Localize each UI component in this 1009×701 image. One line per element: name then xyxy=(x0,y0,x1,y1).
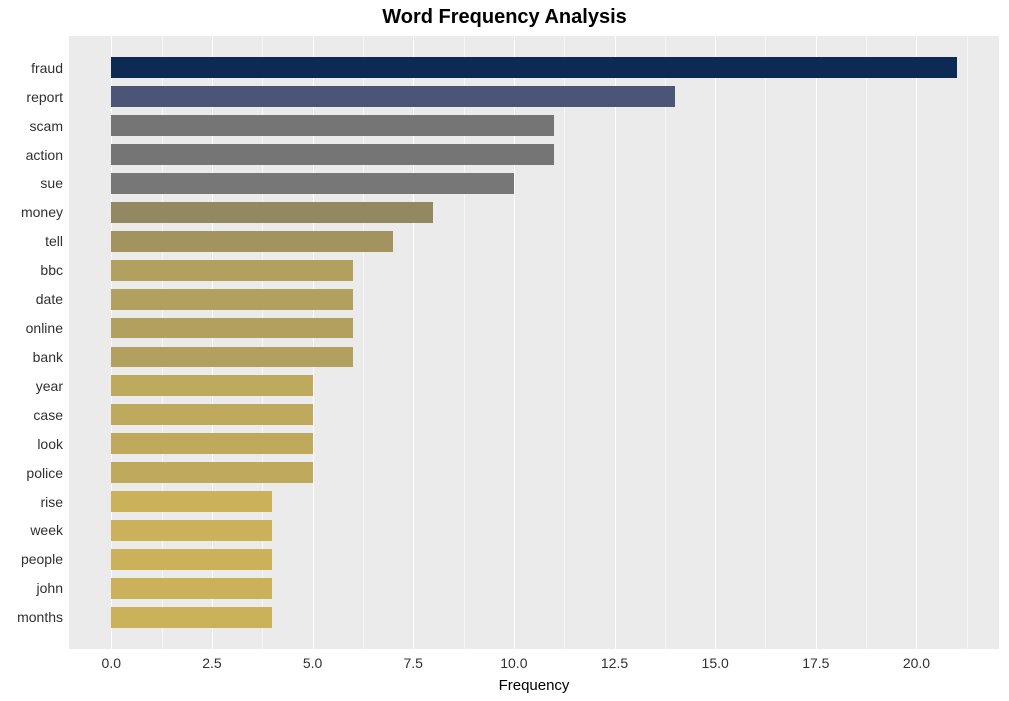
y-tick-label: report xyxy=(26,89,69,105)
y-tick-label: people xyxy=(21,551,69,567)
bar xyxy=(111,260,353,281)
grid-line xyxy=(615,36,616,649)
bar xyxy=(111,462,312,483)
bar xyxy=(111,433,312,454)
x-tick-label: 7.5 xyxy=(403,649,422,671)
chart-title: Word Frequency Analysis xyxy=(0,6,1009,29)
bar xyxy=(111,86,675,107)
y-tick-label: tell xyxy=(45,233,69,249)
x-tick-label: 17.5 xyxy=(802,649,829,671)
grid-line-minor xyxy=(564,36,565,649)
x-tick-label: 12.5 xyxy=(601,649,628,671)
x-tick-label: 5.0 xyxy=(303,649,322,671)
grid-line-minor xyxy=(866,36,867,649)
y-tick-label: john xyxy=(37,580,69,596)
x-tick-label: 15.0 xyxy=(702,649,729,671)
bar xyxy=(111,144,554,165)
grid-line-minor xyxy=(967,36,968,649)
y-tick-label: months xyxy=(17,609,69,625)
x-tick-label: 2.5 xyxy=(202,649,221,671)
bar xyxy=(111,318,353,339)
grid-line xyxy=(916,36,917,649)
y-tick-label: police xyxy=(26,465,69,481)
x-axis-title: Frequency xyxy=(499,677,570,694)
bar xyxy=(111,549,272,570)
x-tick-label: 0.0 xyxy=(102,649,121,671)
bar xyxy=(111,347,353,368)
bar xyxy=(111,115,554,136)
y-tick-label: year xyxy=(36,378,69,394)
bar xyxy=(111,578,272,599)
y-tick-label: date xyxy=(36,291,69,307)
grid-line xyxy=(715,36,716,649)
bar xyxy=(111,520,272,541)
bar xyxy=(111,375,312,396)
y-tick-label: rise xyxy=(40,494,69,510)
x-tick-label: 20.0 xyxy=(903,649,930,671)
grid-line-minor xyxy=(765,36,766,649)
y-tick-label: scam xyxy=(30,118,69,134)
y-tick-label: fraud xyxy=(31,60,69,76)
grid-line xyxy=(816,36,817,649)
y-tick-label: week xyxy=(30,522,69,538)
bar xyxy=(111,289,353,310)
y-tick-label: bank xyxy=(33,349,69,365)
bar xyxy=(111,173,514,194)
bar xyxy=(111,404,312,425)
bar xyxy=(111,491,272,512)
bar xyxy=(111,607,272,628)
grid-line-minor xyxy=(665,36,666,649)
plot-area: 0.02.55.07.510.012.515.017.520.0fraudrep… xyxy=(69,36,999,649)
y-tick-label: action xyxy=(26,147,69,163)
bar xyxy=(111,202,433,223)
chart-container: Word Frequency Analysis 0.02.55.07.510.0… xyxy=(0,0,1009,701)
y-tick-label: case xyxy=(33,407,69,423)
y-tick-label: money xyxy=(21,204,69,220)
y-tick-label: look xyxy=(37,436,69,452)
y-tick-label: bbc xyxy=(40,262,69,278)
y-tick-label: sue xyxy=(40,175,69,191)
bar xyxy=(111,231,393,252)
y-tick-label: online xyxy=(26,320,69,336)
x-tick-label: 10.0 xyxy=(500,649,527,671)
bar xyxy=(111,57,956,78)
